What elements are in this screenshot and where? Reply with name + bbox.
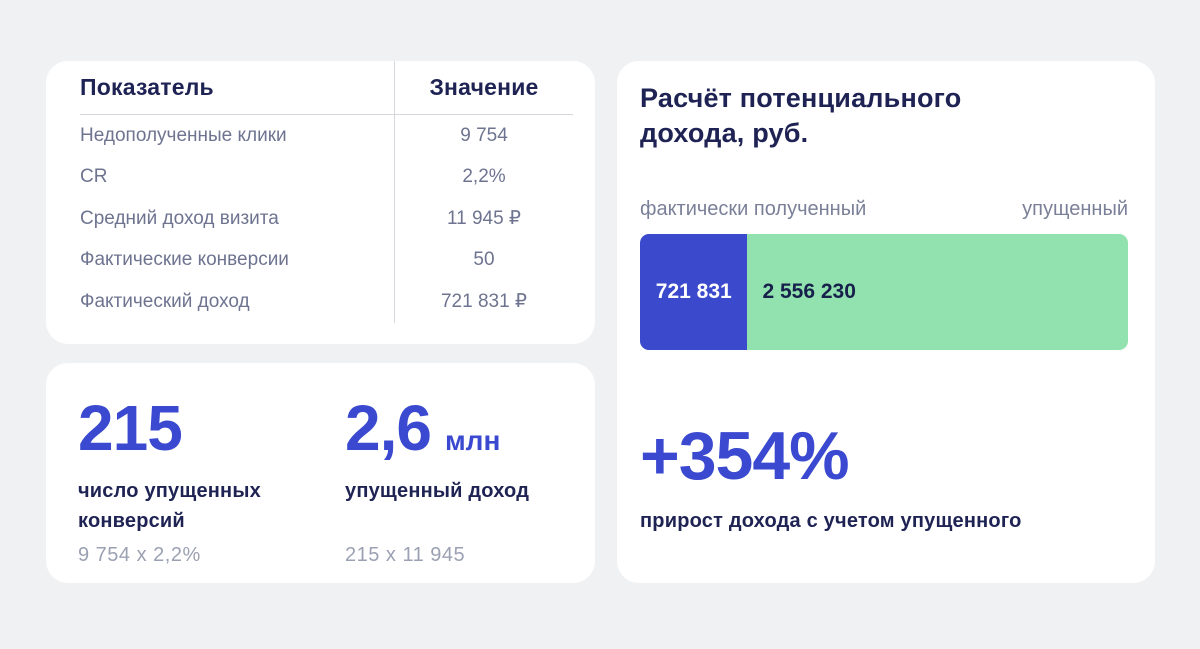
table-row-label: Недополученные клики xyxy=(80,124,287,146)
table-row-value: 11 945 ₽ xyxy=(394,198,573,240)
bar-segment-missed-value: 2 556 230 xyxy=(762,280,856,304)
stat-label: число упущенных конверсий xyxy=(78,480,261,532)
bar-segment-missed: 2 556 230 xyxy=(747,234,1128,351)
table-row-label: Фактический доход xyxy=(80,290,250,312)
growth-label: прирост дохода с учетом упущенного xyxy=(640,510,1022,533)
legend-actual-label: фактически полученный xyxy=(640,198,867,221)
table-row: Фактический доход 721 831 ₽ xyxy=(80,281,573,323)
table-header-value: Значение xyxy=(394,61,573,114)
stat-big-number: 215 xyxy=(78,396,345,460)
growth-percentage: +354% xyxy=(640,418,850,495)
stat-big-number: 2,6 млн xyxy=(345,396,595,460)
table-row-label: Фактические конверсии xyxy=(80,249,289,271)
stat-unit: млн xyxy=(444,425,501,456)
stat-formula: 9 754 x 2,2% xyxy=(78,544,201,566)
stat-number: 2,6 xyxy=(345,392,432,464)
bar-segment-actual-value: 721 831 xyxy=(655,280,732,304)
table-header-row: Показатель Значение xyxy=(80,61,573,115)
table-row-label: CR xyxy=(80,166,108,188)
stat-lost-income: 2,6 млн упущенный доход 215 x 11 945 xyxy=(345,396,595,583)
table-row: CR 2,2% xyxy=(80,156,573,198)
legend-missed-label: упущенный xyxy=(1022,198,1128,221)
table-row-value: 721 831 ₽ xyxy=(394,281,573,323)
metrics-table-card: Показатель Значение Недополученные клики… xyxy=(46,61,595,344)
table-row-value: 2,2% xyxy=(394,156,573,198)
chart-title: Расчёт потенциального дохода, руб. xyxy=(640,83,962,149)
stat-number: 215 xyxy=(78,392,183,464)
kpi-stats-card: 215 число упущенных конверсий 9 754 x 2,… xyxy=(46,363,595,583)
table-row: Недополученные клики 9 754 xyxy=(80,115,573,157)
stacked-bar: 721 831 2 556 230 xyxy=(640,234,1128,351)
stat-label: упущенный доход xyxy=(345,480,530,502)
table-row-label: Средний доход визита xyxy=(80,207,279,229)
table-row: Средний доход визита 11 945 ₽ xyxy=(80,198,573,240)
bar-segment-actual: 721 831 xyxy=(640,234,748,351)
stat-formula: 215 x 11 945 xyxy=(345,544,466,566)
bar-legend: фактически полученный упущенный xyxy=(640,198,1128,221)
potential-income-card: Расчёт потенциального дохода, руб. факти… xyxy=(617,61,1155,583)
stat-lost-conversions: 215 число упущенных конверсий 9 754 x 2,… xyxy=(78,396,345,583)
table-header-indicator: Показатель xyxy=(80,74,214,100)
table-row-value: 9 754 xyxy=(394,115,573,157)
table-row: Фактические конверсии 50 xyxy=(80,239,573,281)
table-row-value: 50 xyxy=(394,239,573,281)
